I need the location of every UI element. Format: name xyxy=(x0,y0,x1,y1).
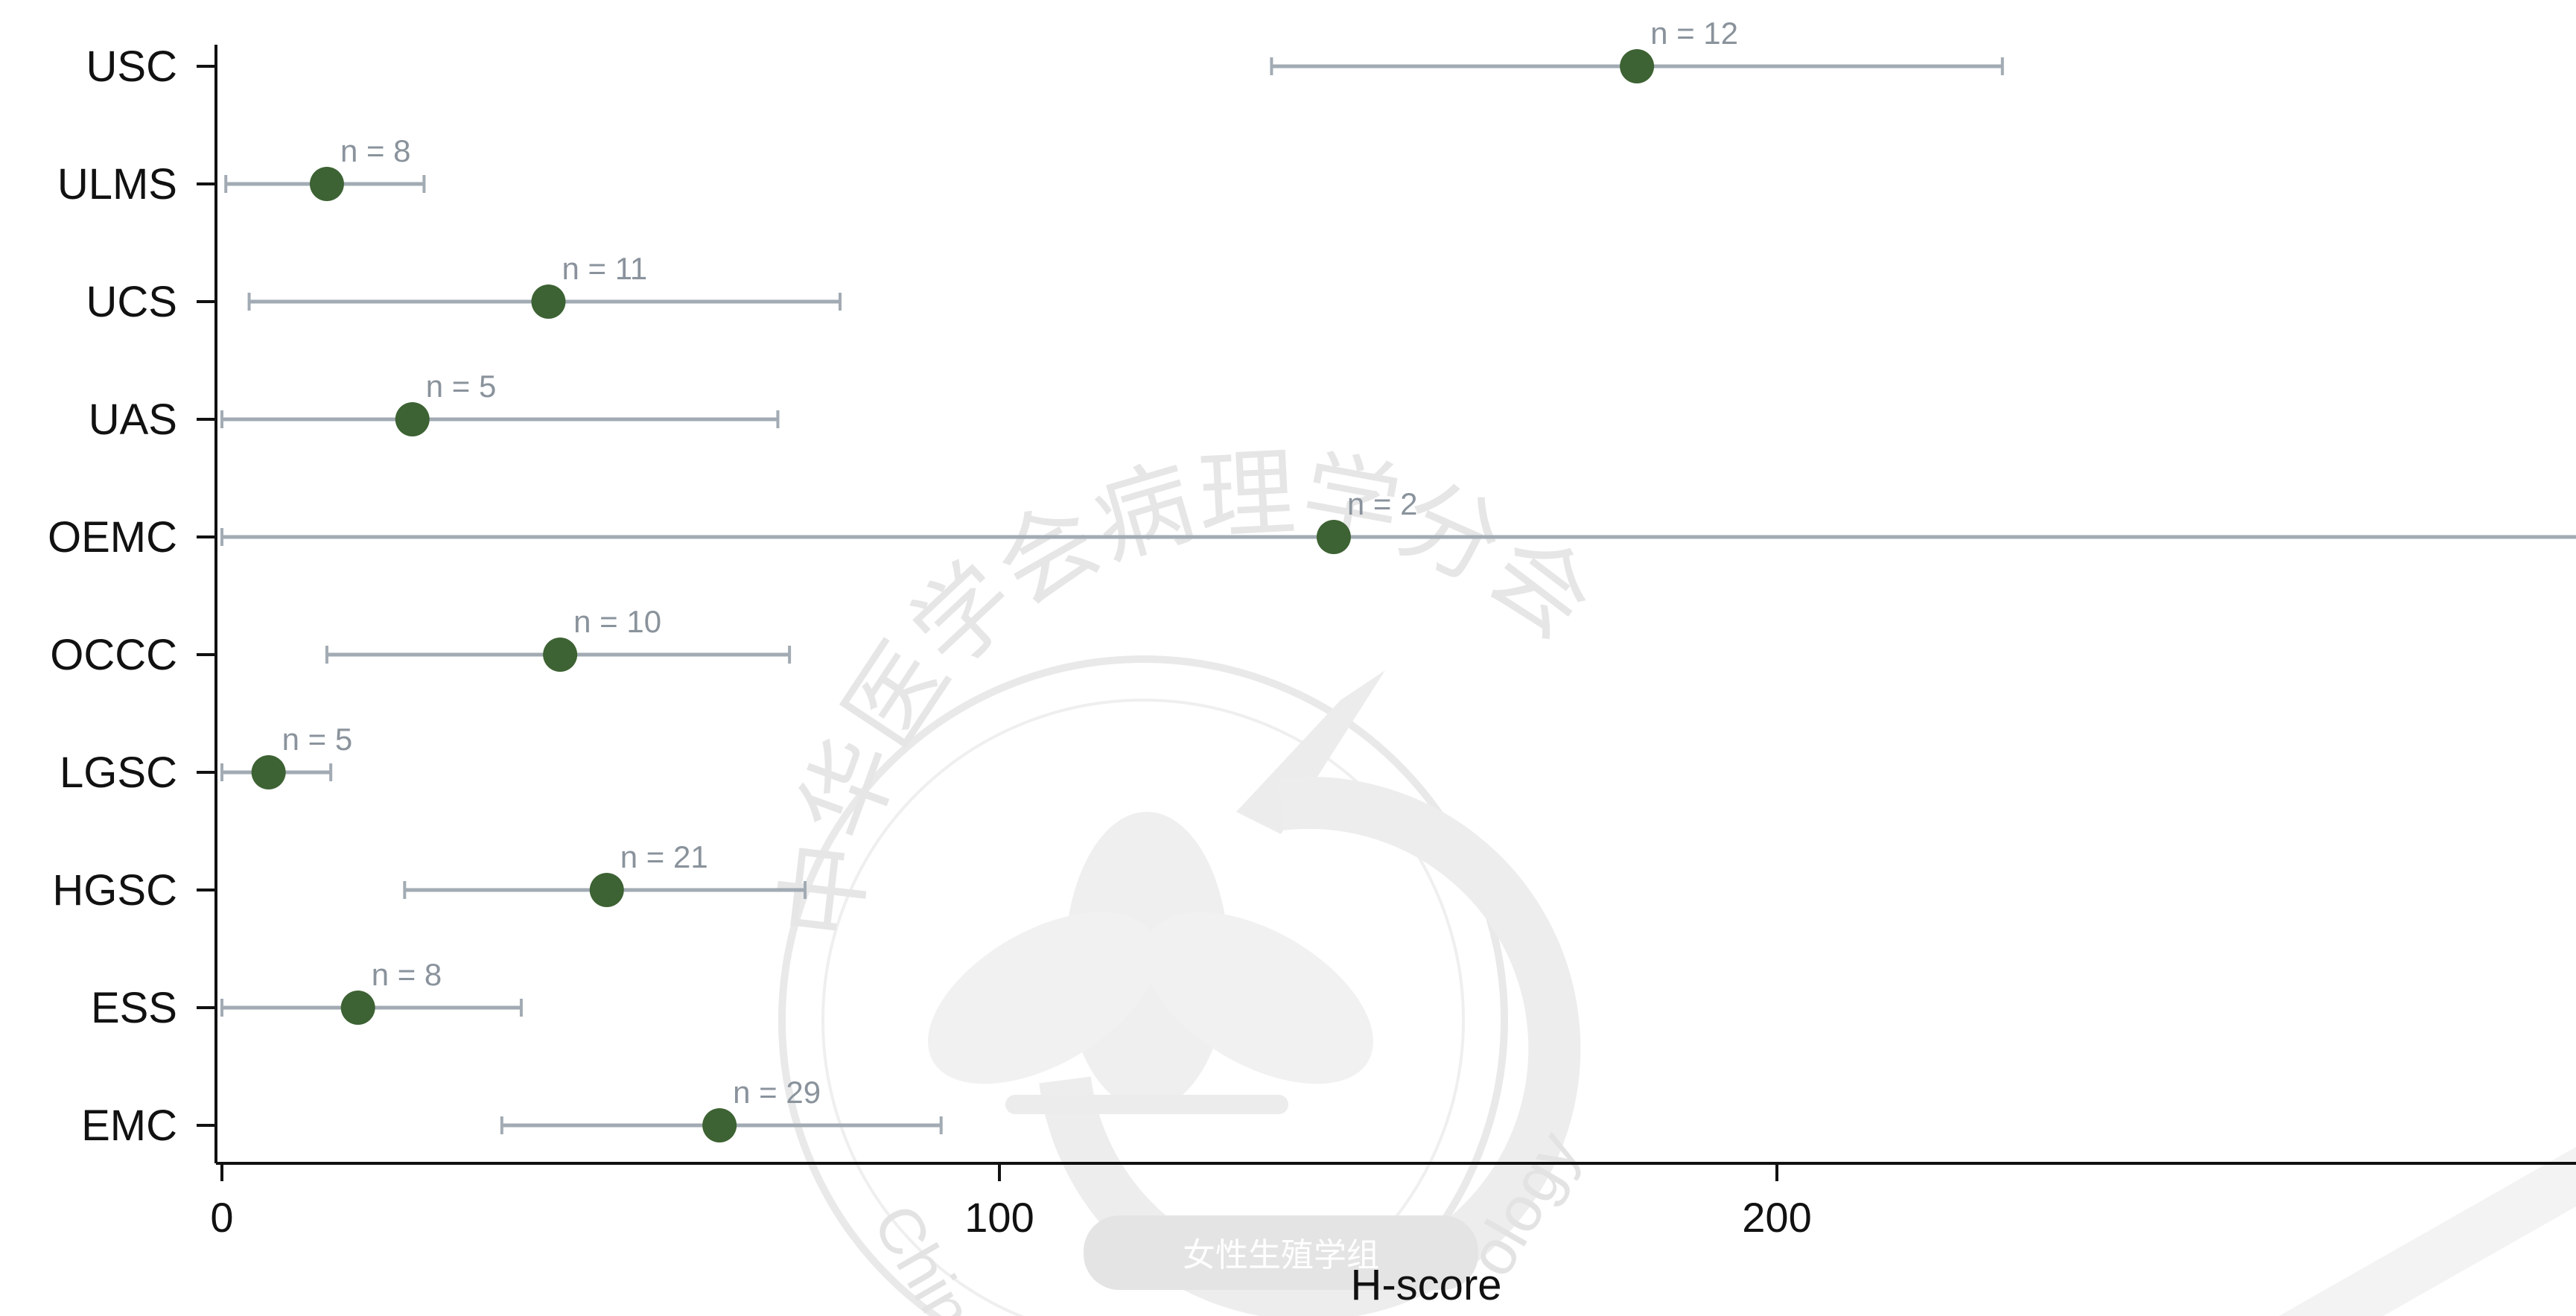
category-label: LGSC xyxy=(60,748,177,797)
x-tick-label: 200 xyxy=(1742,1194,1811,1241)
mean-point xyxy=(395,402,430,436)
x-axis-title: H-score xyxy=(1350,1261,1501,1309)
mean-point xyxy=(1316,520,1351,554)
watermark-lotus-base xyxy=(1005,1095,1288,1114)
category-label: USC xyxy=(86,42,177,91)
category-label: HGSC xyxy=(52,866,177,915)
axes: USC ULMS UCS UAS OEMC OCCC LGSC HGSC ESS EMC 0 100… xyxy=(48,42,2576,1241)
watermark-microscope-arm xyxy=(1236,670,1385,834)
watermark-seal: 中华医学会病理学分会 女性生殖学组 Chine ology xyxy=(763,436,2576,1316)
n-label: n = 8 xyxy=(372,957,442,992)
watermark-ring-inner xyxy=(821,699,1465,1316)
mean-point xyxy=(1620,49,1655,83)
n-label: n = 2 xyxy=(1347,486,1418,521)
category-label: UCS xyxy=(86,278,177,326)
watermark-badge-text: 女性生殖学组 xyxy=(1183,1236,1379,1274)
n-label: n = 12 xyxy=(1650,16,1738,51)
n-label: n = 5 xyxy=(426,369,497,404)
mean-point xyxy=(589,873,624,907)
category-label: ESS xyxy=(91,984,177,1032)
n-label: n = 11 xyxy=(562,251,647,286)
category-label: ULMS xyxy=(57,160,177,209)
watermark-lotus-petal xyxy=(1144,912,1373,1084)
watermark-badge xyxy=(1084,1215,1478,1290)
n-label: n = 10 xyxy=(573,604,661,639)
mean-point xyxy=(702,1108,737,1142)
x-tick-label: 100 xyxy=(964,1194,1034,1241)
category-label: UAS xyxy=(89,395,177,444)
mean-point xyxy=(543,638,578,672)
n-label: n = 5 xyxy=(282,722,353,757)
n-label: n = 21 xyxy=(620,839,708,874)
category-label: OCCC xyxy=(50,631,177,679)
watermark-ring xyxy=(778,655,1508,1316)
x-tick-label: 0 xyxy=(210,1194,233,1241)
watermark-diagonal xyxy=(2279,1147,2576,1316)
mean-point xyxy=(531,285,566,319)
category-label: OEMC xyxy=(48,513,177,562)
mean-point xyxy=(309,167,344,201)
mean-point xyxy=(340,991,375,1025)
n-label: n = 8 xyxy=(340,133,411,168)
category-label: EMC xyxy=(81,1102,177,1150)
watermark-lotus-petal xyxy=(928,912,1157,1084)
mean-point xyxy=(251,755,286,789)
error-bars xyxy=(220,57,2576,1134)
n-labels: n = 12 n = 8 n = 11 n = 5 n = 2 n = 10 n = 5 n … xyxy=(282,16,1738,1110)
mean-points xyxy=(251,49,1655,1142)
n-label: n = 29 xyxy=(733,1075,821,1110)
